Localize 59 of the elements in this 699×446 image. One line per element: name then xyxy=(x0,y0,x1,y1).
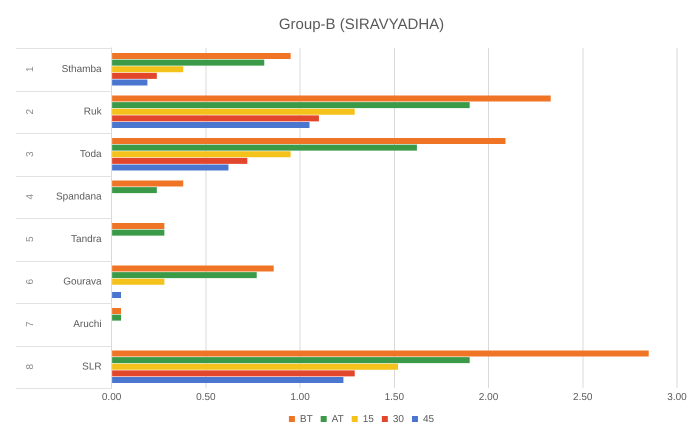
bar xyxy=(112,66,184,72)
legend-label: BT xyxy=(300,414,313,425)
legend-label: 30 xyxy=(392,414,404,425)
bar xyxy=(112,308,122,314)
legend-label: 15 xyxy=(362,414,374,425)
x-tick-label: 2.50 xyxy=(573,392,593,403)
x-tick-label: 2.00 xyxy=(478,392,499,403)
text: 7 xyxy=(24,321,36,328)
bar xyxy=(112,158,248,164)
bar xyxy=(112,376,344,384)
bar xyxy=(112,230,164,236)
bar xyxy=(112,370,355,376)
bar xyxy=(112,278,164,285)
bar xyxy=(112,102,470,108)
bar xyxy=(112,164,228,171)
y-tick-label: Tandra xyxy=(71,234,102,245)
bar xyxy=(112,272,257,278)
x-tick-label: 1.50 xyxy=(384,392,404,403)
y-tick-label: Spandana xyxy=(56,192,102,202)
bar xyxy=(112,350,649,357)
text: 8 xyxy=(24,364,36,370)
legend-label: 45 xyxy=(422,414,435,425)
bar xyxy=(112,364,398,370)
bar xyxy=(112,138,506,144)
y-tick-label: Ruk xyxy=(84,106,103,118)
bar xyxy=(112,180,184,187)
bar xyxy=(112,79,148,86)
x-tick-label: 1.00 xyxy=(290,392,310,403)
x-tick-label: 0.00 xyxy=(102,392,122,403)
y-tick-label: Sthamba xyxy=(62,64,102,75)
bar xyxy=(112,60,264,66)
bar xyxy=(112,292,122,298)
y-tick-label: Aruchi xyxy=(73,319,102,330)
text: 6 xyxy=(24,278,36,285)
bar xyxy=(112,222,164,230)
bar xyxy=(112,122,310,128)
text: 2 xyxy=(24,108,36,115)
chart-title: Group-B (SIRAVYADHA) xyxy=(278,16,444,34)
y-tick-label: SLR xyxy=(82,362,102,372)
legend-label: AT xyxy=(332,414,344,425)
bar xyxy=(112,108,355,115)
text: 4 xyxy=(24,194,36,200)
bar xyxy=(112,357,470,364)
bar xyxy=(112,265,274,272)
bar xyxy=(112,95,551,102)
bar xyxy=(112,314,122,321)
x-tick-label: 3.00 xyxy=(667,392,688,403)
bar xyxy=(112,151,291,158)
y-tick-label: Gourava xyxy=(63,276,102,288)
bar xyxy=(112,52,291,60)
bar xyxy=(112,115,319,122)
bar xyxy=(112,187,157,194)
bar xyxy=(112,72,157,79)
y-tick-label: Toda xyxy=(80,149,102,160)
x-tick-label: 0.50 xyxy=(196,392,216,403)
text: 5 xyxy=(24,236,36,242)
text: 1 xyxy=(24,66,36,72)
bar xyxy=(112,144,417,151)
text: 3 xyxy=(24,151,36,158)
